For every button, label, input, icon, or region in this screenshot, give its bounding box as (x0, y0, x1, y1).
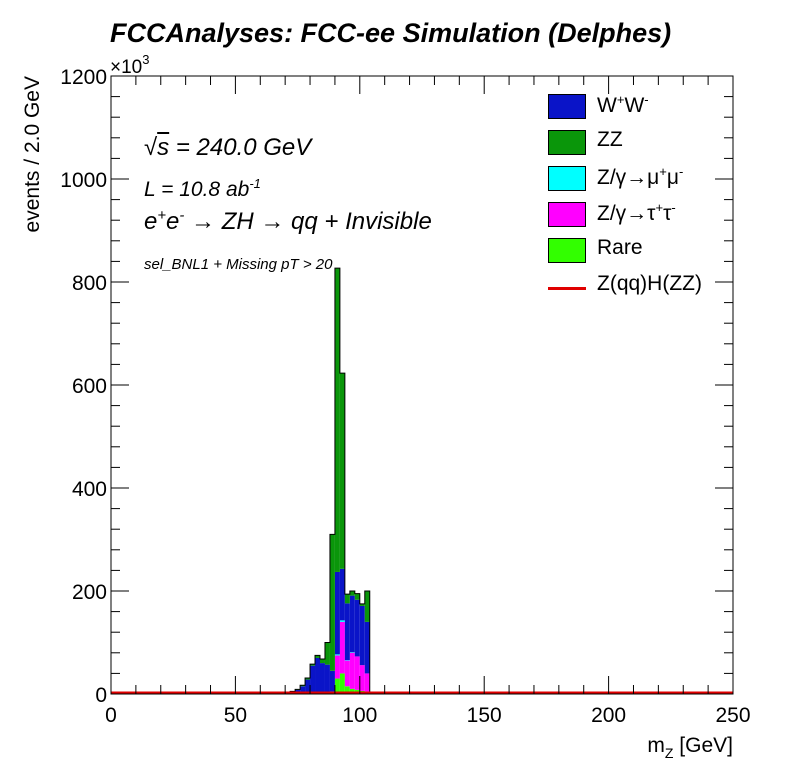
legend-item-ztautau: Z/γ→τ+τ- (548, 198, 748, 228)
bar-zz-10 (334, 268, 340, 572)
x-tick-label: 100 (342, 704, 377, 727)
bar-zz-6 (315, 655, 320, 658)
bar-z-10 (334, 655, 340, 679)
legend-swatch-zmumu (548, 166, 586, 191)
bar-zz-16 (364, 591, 370, 622)
legend-item-rare: Rare (548, 234, 748, 264)
legend-line-signal (548, 287, 586, 290)
stack-outline (284, 267, 375, 695)
y-tick-label: 600 (72, 375, 107, 398)
bar-zz-4 (305, 678, 311, 680)
bar-z-12 (344, 660, 350, 687)
plot-frame (110, 75, 734, 695)
y-axis-label: events / 2.0 GeV (21, 76, 44, 232)
bar-zz-13 (349, 591, 355, 596)
bar-z-16 (364, 673, 370, 692)
legend-item-zmumu: Z/γ→μ+μ- (548, 162, 748, 192)
bar-ww-9 (329, 670, 335, 692)
y-tick-label: 800 (72, 272, 107, 295)
bar-ww-16 (364, 621, 370, 674)
selection-label: sel_BNL1 + Missing pT > 20 (144, 256, 333, 273)
axes: 0 50 100 150 200 250 0 200 400 600 800 1000 1200 (60, 66, 750, 727)
bar-zz-14 (354, 593, 360, 600)
bar-ww-10 (334, 571, 340, 655)
bar-z-11 (339, 620, 345, 622)
legend-label-zz: ZZ (597, 128, 623, 151)
y-tick-label: 200 (72, 581, 107, 604)
bar-z-15 (359, 665, 365, 691)
bar-zz-7 (319, 658, 325, 664)
x-tick-label: 150 (467, 704, 502, 727)
bar-rare-12 (344, 686, 350, 694)
y-tick-label: 400 (72, 478, 107, 501)
x-axis-label: mZ [GeV] (647, 734, 733, 761)
legend-item-zz: ZZ (548, 126, 748, 156)
y-tick-label: 1200 (60, 66, 107, 89)
process-label: e+e- → ZH → qq + Invisible (144, 208, 432, 235)
luminosity-label: L = 10.8 ab-1 (144, 176, 261, 201)
y-tick-label: 1000 (60, 169, 107, 192)
legend-swatch-ztautau (548, 202, 586, 227)
sqrt-s-label: √s = 240.0 GeV (144, 134, 312, 161)
bar-ww-8 (324, 664, 330, 693)
histogram-bars (284, 267, 375, 695)
legend-swatch-zz (548, 130, 586, 155)
bar-z-11 (339, 621, 345, 674)
x-tick-label: 50 (224, 704, 247, 727)
bar-zz-12 (344, 594, 350, 604)
legend-item-ww: W+W- (548, 90, 748, 120)
bar-z-13 (349, 652, 355, 689)
bar-ww-12 (344, 603, 350, 661)
bar-rare-13 (349, 688, 355, 694)
bar-rare-10 (334, 678, 340, 694)
legend-swatch-rare (548, 238, 586, 263)
bar-ww-15 (359, 605, 365, 666)
bar-ww-3 (300, 686, 306, 694)
x-tick-label: 0 (105, 704, 117, 727)
bar-zz-15 (359, 603, 365, 606)
legend-label-signal: Z(qq)H(ZZ) (597, 272, 702, 295)
bar-ww-4 (305, 679, 311, 694)
y-exponent-label: ×103 (110, 52, 149, 78)
y-tick-label: 0 (95, 684, 107, 707)
bar-rare-11 (339, 673, 345, 694)
bar-zz-8 (324, 642, 330, 665)
bar-ww-5 (310, 665, 316, 694)
legend-label-zmumu: Z/γ→μ+μ- (597, 164, 684, 189)
bar-zz-5 (310, 664, 316, 666)
legend-label-ztautau: Z/γ→τ+τ- (597, 200, 676, 225)
legend-item-signal: Z(qq)H(ZZ) (548, 270, 748, 300)
bar-ww-7 (319, 663, 325, 694)
bar-ww-14 (354, 599, 360, 657)
bar-z-13 (349, 652, 355, 653)
bar-zz-11 (339, 373, 345, 569)
x-tick-label: 200 (591, 704, 626, 727)
bar-zz-3 (300, 685, 306, 687)
legend-label-ww: W+W- (597, 92, 649, 117)
legend-label-rare: Rare (597, 236, 643, 259)
bar-zz-9 (329, 534, 335, 671)
bar-ww-11 (339, 568, 345, 621)
legend-swatch-ww (548, 94, 586, 119)
bar-ww-13 (349, 595, 355, 653)
chart-title: FCCAnalyses: FCC-ee Simulation (Delphes) (110, 18, 672, 48)
bar-z-12 (344, 660, 350, 661)
bar-z-10 (334, 654, 340, 656)
x-tick-label: 250 (715, 704, 750, 727)
bar-ww-6 (315, 657, 320, 694)
bar-z-14 (354, 656, 360, 690)
